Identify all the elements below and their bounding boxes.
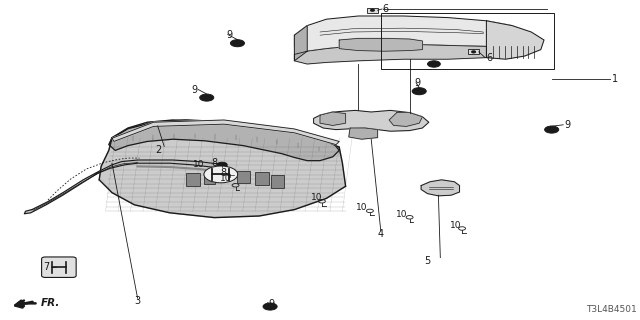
Text: 10: 10: [220, 174, 232, 183]
Polygon shape: [421, 180, 460, 196]
Bar: [204, 172, 215, 184]
Circle shape: [230, 40, 244, 47]
Text: 7: 7: [43, 262, 49, 272]
Text: 9: 9: [269, 299, 275, 309]
Bar: [381, 13, 554, 69]
Text: 9: 9: [564, 120, 571, 130]
Text: 9: 9: [191, 84, 197, 95]
Bar: [255, 172, 269, 185]
Polygon shape: [294, 16, 525, 51]
Text: T3L4B4501: T3L4B4501: [586, 305, 637, 314]
Text: 8: 8: [211, 157, 218, 168]
Text: 4: 4: [378, 228, 384, 239]
Polygon shape: [109, 120, 339, 161]
Polygon shape: [294, 26, 307, 61]
Text: 1: 1: [612, 74, 618, 84]
Circle shape: [200, 94, 214, 101]
Polygon shape: [339, 38, 422, 51]
Bar: [186, 173, 200, 186]
Ellipse shape: [204, 166, 237, 183]
Polygon shape: [349, 128, 378, 139]
FancyBboxPatch shape: [42, 257, 76, 277]
Circle shape: [225, 173, 236, 178]
Bar: [468, 49, 479, 54]
Bar: [271, 175, 284, 188]
Bar: [237, 171, 250, 183]
Bar: [367, 8, 378, 13]
Text: 2: 2: [155, 145, 161, 156]
Polygon shape: [112, 120, 339, 145]
Text: 3: 3: [134, 296, 141, 306]
Circle shape: [545, 126, 559, 133]
Text: 9: 9: [415, 77, 421, 88]
Text: 5: 5: [424, 256, 431, 266]
Polygon shape: [294, 44, 486, 64]
Circle shape: [217, 162, 227, 167]
Text: 10: 10: [311, 193, 323, 202]
Circle shape: [412, 88, 426, 95]
Text: 8: 8: [220, 168, 227, 178]
Polygon shape: [24, 160, 227, 214]
Text: FR.: FR.: [40, 298, 60, 308]
Circle shape: [371, 9, 374, 11]
Polygon shape: [389, 113, 422, 126]
Polygon shape: [99, 120, 346, 218]
Text: 6: 6: [383, 4, 389, 14]
Circle shape: [263, 303, 277, 310]
Text: 10: 10: [396, 210, 408, 219]
Circle shape: [472, 51, 476, 53]
Polygon shape: [314, 110, 429, 131]
Text: 10: 10: [193, 160, 204, 169]
Text: 6: 6: [486, 52, 493, 63]
Text: 9: 9: [226, 29, 232, 40]
Text: 10: 10: [356, 203, 367, 212]
Text: 10: 10: [450, 221, 461, 230]
Circle shape: [428, 61, 440, 67]
Polygon shape: [486, 21, 544, 59]
Polygon shape: [320, 112, 346, 125]
